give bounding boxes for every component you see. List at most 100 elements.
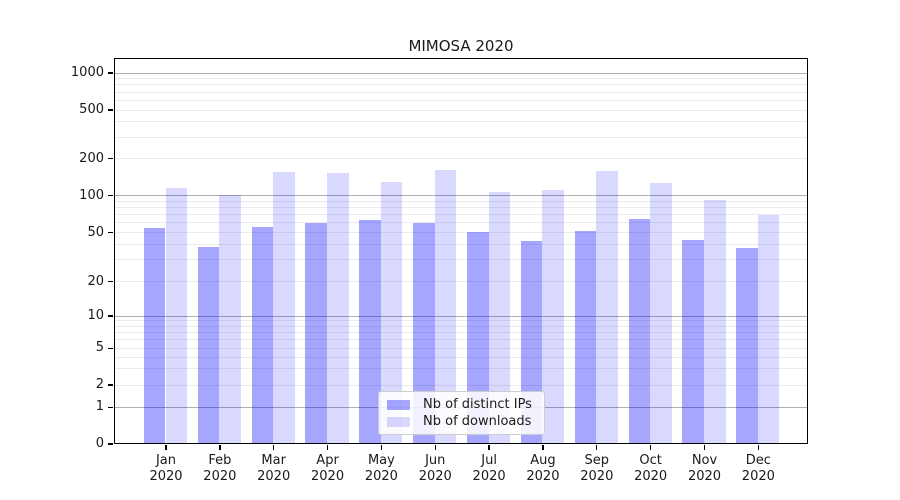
minor-gridline bbox=[115, 320, 807, 322]
y-tick-label: 100 bbox=[79, 187, 104, 203]
x-tick-label-mar: Mar 2020 bbox=[257, 453, 291, 484]
legend-swatch-distinct-ips bbox=[387, 399, 410, 410]
bar-nb-of-downloads-may bbox=[380, 181, 403, 443]
bar-nb-of-downloads-jun bbox=[434, 169, 457, 443]
major-gridline bbox=[115, 72, 807, 74]
x-tick-mark bbox=[380, 445, 383, 450]
minor-gridline bbox=[115, 99, 807, 101]
x-tick-mark bbox=[434, 445, 436, 450]
y-tick-mark bbox=[108, 384, 113, 386]
y-tick-label: 50 bbox=[87, 224, 104, 240]
y-tick-mark bbox=[108, 406, 113, 408]
x-tick-mark bbox=[757, 445, 760, 450]
minor-gridline bbox=[115, 78, 807, 80]
y-tick-mark bbox=[108, 280, 113, 283]
x-tick-label-sep: Sep 2020 bbox=[580, 453, 614, 484]
bar-nb-of-distinct-ips-dec bbox=[736, 248, 758, 443]
minor-gridline bbox=[115, 121, 807, 123]
legend-item-distinct-ips: Nb of distinct IPs bbox=[387, 397, 536, 412]
x-tick-label-jul: Jul 2020 bbox=[472, 453, 506, 484]
y-tick-label: 2 bbox=[95, 377, 104, 392]
x-tick-label-oct: Oct 2020 bbox=[634, 453, 668, 484]
y-tick-label: 500 bbox=[79, 102, 104, 117]
y-tick-mark bbox=[108, 72, 113, 74]
x-tick-label-dec: Dec 2020 bbox=[741, 453, 775, 484]
y-tick-mark bbox=[108, 347, 113, 349]
chart-title: MIMOSA 2020 bbox=[408, 37, 514, 55]
minor-gridline bbox=[115, 232, 807, 233]
bar-nb-of-distinct-ips-nov bbox=[682, 240, 704, 443]
legend: Nb of distinct IPs Nb of downloads bbox=[378, 391, 545, 435]
minor-gridline bbox=[115, 222, 807, 224]
x-tick-label-nov: Nov 2020 bbox=[687, 453, 722, 484]
y-tick-mark bbox=[108, 231, 113, 234]
x-tick-mark bbox=[649, 445, 652, 450]
legend-swatch-downloads bbox=[387, 416, 410, 427]
x-tick-mark bbox=[488, 445, 490, 450]
bar-nb-of-downloads-mar bbox=[273, 171, 295, 443]
x-tick-mark bbox=[542, 445, 544, 450]
x-tick-mark bbox=[165, 445, 167, 450]
x-tick-mark bbox=[273, 445, 275, 450]
bar-nb-of-downloads-dec bbox=[757, 214, 780, 443]
minor-gridline bbox=[115, 136, 807, 138]
x-tick-label-may: May 2020 bbox=[364, 453, 398, 484]
y-tick-mark bbox=[108, 443, 113, 445]
bar-nb-of-downloads-aug bbox=[542, 190, 565, 443]
bar-nb-of-downloads-feb bbox=[219, 194, 241, 443]
x-tick-label-jan: Jan 2020 bbox=[149, 453, 183, 484]
y-tick-label: 20 bbox=[87, 273, 104, 289]
minor-gridline bbox=[115, 214, 807, 216]
minor-gridline bbox=[115, 259, 807, 261]
y-tick-label: 5 bbox=[95, 340, 104, 356]
bar-nb-of-distinct-ips-jun bbox=[413, 223, 435, 443]
y-tick-mark bbox=[108, 157, 113, 160]
legend-item-downloads: Nb of downloads bbox=[387, 414, 536, 429]
major-gridline bbox=[115, 315, 807, 317]
bar-nb-of-downloads-jan bbox=[165, 187, 188, 443]
y-tick-mark bbox=[108, 194, 113, 197]
x-tick-mark bbox=[596, 445, 598, 450]
y-tick-label: 0 bbox=[95, 436, 104, 451]
bar-nb-of-downloads-apr bbox=[327, 172, 349, 443]
minor-gridline bbox=[115, 384, 807, 386]
y-tick-mark bbox=[108, 315, 113, 317]
x-tick-label-apr: Apr 2020 bbox=[311, 453, 345, 484]
legend-label-downloads: Nb of downloads bbox=[423, 414, 532, 429]
bar-nb-of-distinct-ips-oct bbox=[628, 218, 651, 443]
minor-gridline bbox=[115, 368, 807, 370]
major-gridline bbox=[115, 195, 807, 197]
minor-gridline bbox=[115, 84, 807, 86]
y-tick-label: 1000 bbox=[70, 65, 104, 80]
minor-gridline bbox=[115, 281, 807, 282]
legend-label-distinct-ips: Nb of distinct IPs bbox=[423, 397, 532, 412]
bar-nb-of-downloads-jul bbox=[488, 191, 511, 443]
bar-nb-of-distinct-ips-apr bbox=[305, 223, 328, 443]
minor-gridline bbox=[115, 206, 807, 208]
y-tick-label: 1 bbox=[95, 399, 104, 415]
x-tick-mark bbox=[326, 445, 329, 450]
bar-nb-of-distinct-ips-jan bbox=[143, 227, 166, 443]
minor-gridline bbox=[115, 339, 807, 341]
y-tick-label: 10 bbox=[87, 308, 104, 323]
bar-nb-of-downloads-sep bbox=[596, 170, 618, 443]
plot-area bbox=[114, 58, 808, 444]
bar-nb-of-distinct-ips-may bbox=[359, 219, 381, 443]
x-tick-mark bbox=[703, 445, 706, 450]
bar-nb-of-downloads-oct bbox=[650, 182, 672, 443]
bar-nb-of-distinct-ips-jul bbox=[467, 232, 489, 443]
minor-gridline bbox=[115, 109, 807, 111]
x-tick-label-feb: Feb 2020 bbox=[203, 453, 237, 484]
minor-gridline bbox=[115, 243, 807, 245]
minor-gridline bbox=[115, 347, 807, 349]
x-tick-label-aug: Aug 2020 bbox=[526, 453, 560, 484]
minor-gridline bbox=[115, 332, 807, 334]
minor-gridline bbox=[115, 325, 807, 327]
bar-nb-of-distinct-ips-sep bbox=[574, 230, 597, 443]
x-tick-label-jun: Jun 2020 bbox=[418, 453, 452, 484]
y-tick-mark bbox=[108, 109, 113, 111]
x-tick-mark bbox=[219, 445, 221, 450]
minor-gridline bbox=[115, 91, 807, 93]
bar-nb-of-distinct-ips-feb bbox=[197, 246, 220, 443]
